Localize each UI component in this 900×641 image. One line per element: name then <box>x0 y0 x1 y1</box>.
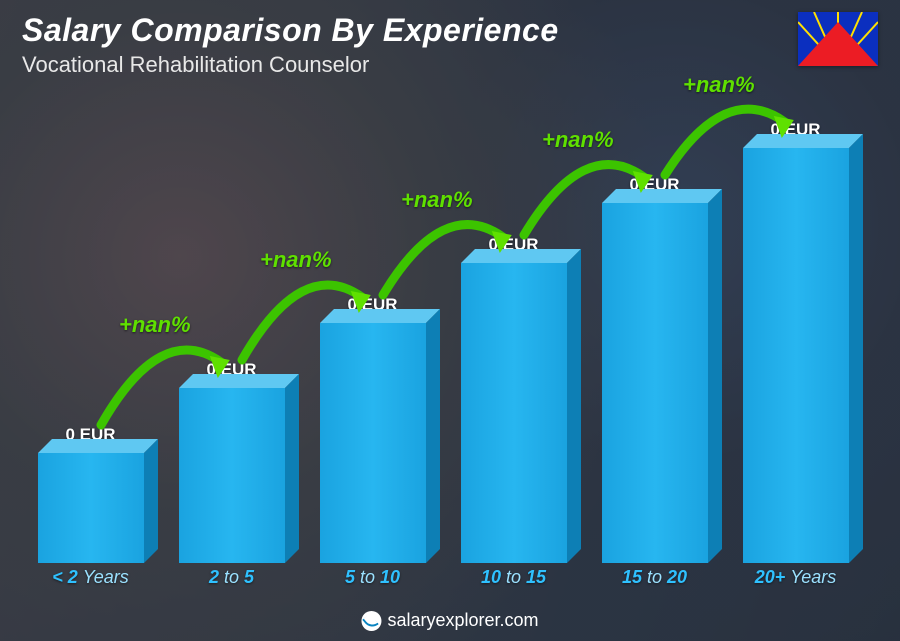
bars-container: 0 EUR0 EUR0 EUR0 EUR0 EUR0 EUR <box>20 83 866 563</box>
bar <box>320 323 426 563</box>
bar-slot: 0 EUR <box>725 120 866 563</box>
bar-slot: 0 EUR <box>20 425 161 563</box>
x-axis-category: 20+ Years <box>725 567 866 593</box>
bar-chart: 0 EUR0 EUR0 EUR0 EUR0 EUR0 EUR < 2 Years… <box>20 63 866 593</box>
x-axis-category: 2 to 5 <box>161 567 302 593</box>
infographic-stage: Salary Comparison By Experience Vocation… <box>0 0 900 641</box>
bar-slot: 0 EUR <box>302 295 443 563</box>
x-axis-category: 10 to 15 <box>443 567 584 593</box>
bar <box>38 453 144 563</box>
bar-slot: 0 EUR <box>161 360 302 563</box>
attribution: salaryexplorer.com <box>361 610 538 631</box>
bar-slot: 0 EUR <box>584 175 725 563</box>
bar-slot: 0 EUR <box>443 235 584 563</box>
bar <box>461 263 567 563</box>
bar <box>179 388 285 563</box>
x-axis-category: 5 to 10 <box>302 567 443 593</box>
reunion-flag-icon <box>798 12 878 66</box>
bar <box>602 203 708 563</box>
x-axis-category: < 2 Years <box>20 567 161 593</box>
salaryexplorer-logo-icon <box>361 611 381 631</box>
bar <box>743 148 849 563</box>
attribution-text: salaryexplorer.com <box>387 610 538 631</box>
chart-title: Salary Comparison By Experience <box>22 12 559 49</box>
x-axis-category: 15 to 20 <box>584 567 725 593</box>
x-axis-labels: < 2 Years2 to 55 to 1010 to 1515 to 2020… <box>20 567 866 593</box>
